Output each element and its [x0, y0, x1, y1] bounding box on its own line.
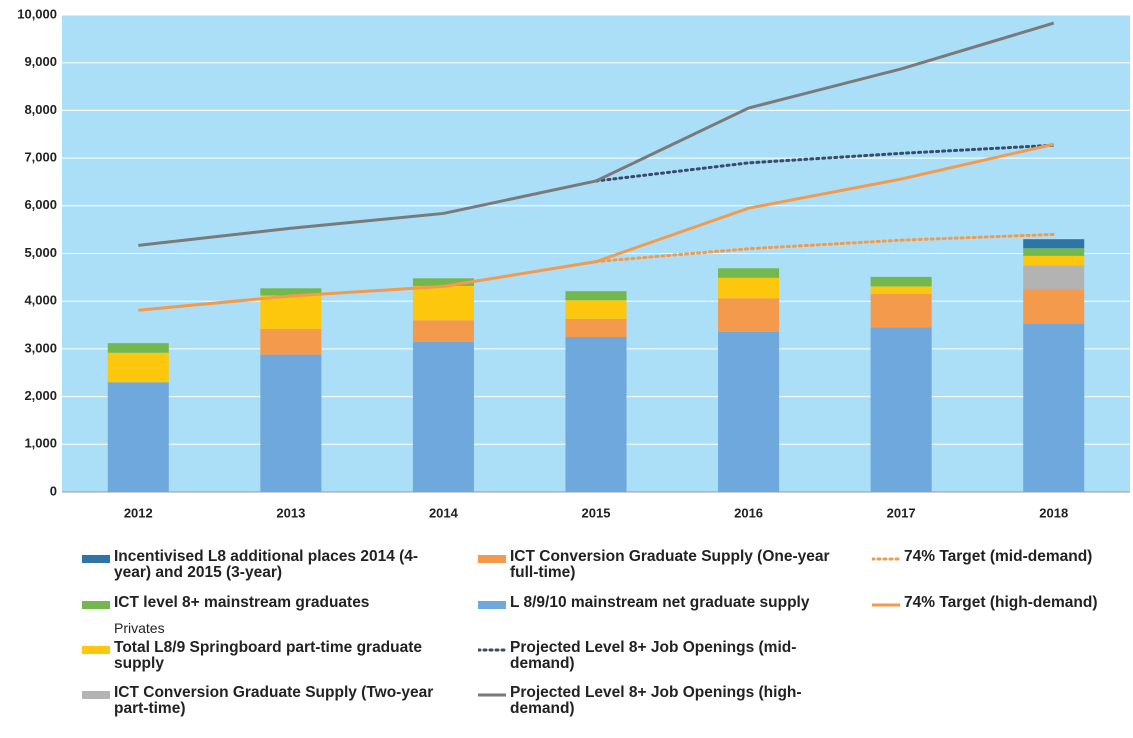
y-tick-label: 8,000 [24, 102, 57, 117]
x-tick-label: 2012 [124, 505, 153, 520]
bar-segment [260, 295, 322, 329]
bar-segment [260, 328, 322, 355]
bar-segment [107, 382, 169, 492]
bar-segment [412, 285, 474, 321]
x-tick-label: 2014 [429, 505, 459, 520]
y-tick-label: 5,000 [24, 245, 57, 260]
y-tick-label: 7,000 [24, 150, 57, 165]
bar-segment [565, 336, 627, 492]
y-tick-label: 9,000 [24, 54, 57, 69]
y-tick-label: 0 [50, 483, 57, 498]
line-series [138, 142, 1055, 312]
x-tick-label: 2016 [734, 505, 763, 520]
legend-label: ICT level 8+ mainstream graduates [114, 594, 370, 611]
bar-segment [718, 277, 780, 299]
legend-swatch [82, 555, 110, 563]
y-tick-label: 3,000 [24, 340, 57, 355]
legend-label: ICT Conversion Graduate Supply (One-year… [510, 548, 830, 581]
legend-swatch [872, 557, 902, 561]
bar-segment [718, 298, 780, 332]
bar-segment [565, 291, 627, 301]
legend-label: Total L8/9 Springboard part-time graduat… [114, 639, 423, 672]
bar-segment [1023, 289, 1085, 324]
legend-label: Projected Level 8+ Job Openings (mid-dem… [510, 639, 797, 672]
bar-segment [1023, 239, 1085, 249]
bar-segment [412, 341, 474, 492]
x-tick-label: 2017 [887, 505, 916, 520]
y-tick-label: 10,000 [17, 6, 57, 21]
y-tick-label: 4,000 [24, 293, 57, 308]
bar-segment [870, 276, 932, 287]
legend-swatch [82, 646, 110, 654]
bar-segment [107, 352, 169, 383]
bar-segment [412, 278, 474, 286]
legend-swatch [478, 555, 506, 563]
bar-segment [870, 294, 932, 328]
bar-segment [565, 318, 627, 337]
bar-segment [260, 354, 322, 492]
chart: 0 1,000 2,000 3,000 4,000 5,000 6,000 7,000 8,00… [17, 6, 1130, 520]
legend-label: 74% Target (mid-demand) [904, 548, 1093, 565]
legend-swatch-bar [82, 555, 110, 563]
legend-swatch [872, 603, 900, 607]
legend-swatch-bar [478, 555, 506, 563]
x-tick-label: 2018 [1039, 505, 1068, 520]
x-tick-label: 2013 [276, 505, 305, 520]
line-series [138, 21, 1055, 247]
bar-segment [1023, 255, 1085, 266]
legend-swatch-bar [82, 646, 110, 654]
legend-swatch [82, 601, 110, 609]
legend-swatch [478, 648, 508, 652]
y-tick-label: 6,000 [24, 197, 57, 212]
bar-segment [1023, 265, 1085, 290]
y-tick-label: 1,000 [24, 436, 57, 451]
legend-label: Projected Level 8+ Job Openings (high-de… [510, 684, 802, 717]
bar-segment [718, 331, 780, 492]
legend-swatch-bar [82, 691, 110, 699]
bar-segment [1023, 323, 1085, 492]
x-tick-label: 2015 [582, 505, 611, 520]
legend-note: Privates [114, 620, 165, 636]
bar-segment [107, 343, 169, 353]
bar-segment [870, 327, 932, 492]
bar-segment [412, 320, 474, 342]
y-tick-label: 2,000 [24, 388, 57, 403]
legend-swatch [478, 693, 506, 697]
bar-segment [260, 288, 322, 296]
legend-label: L 8/9/10 mainstream net graduate supply [510, 594, 810, 611]
line-series [594, 143, 1056, 183]
bar-segment [565, 300, 627, 319]
legend-swatch-bar [82, 601, 110, 609]
legend-swatch [82, 691, 110, 699]
bar-segment [870, 286, 932, 295]
bar-segment [1023, 248, 1085, 256]
line-series [594, 232, 1056, 264]
legend-label: ICT Conversion Graduate Supply (Two-year… [114, 684, 434, 717]
legend-swatch-bar [478, 601, 506, 609]
legend-label: Incentivised L8 additional places 2014 (… [114, 548, 419, 581]
legend-label: 74% Target (high-demand) [904, 594, 1098, 611]
legend-swatch [478, 601, 506, 609]
bar-segment [718, 268, 780, 278]
